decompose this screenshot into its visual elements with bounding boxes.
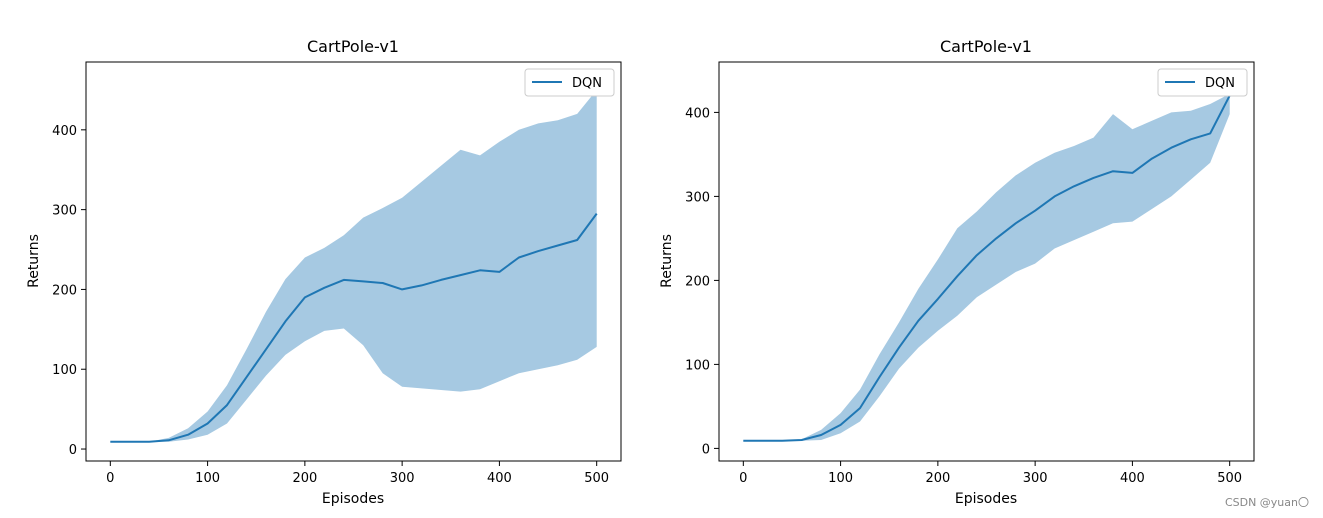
legend: DQN — [524, 68, 615, 97]
legend-label: DQN — [572, 76, 602, 91]
x-tick-label: 300 — [1023, 471, 1048, 486]
y-axis-label: Returns — [26, 234, 42, 288]
x-tick-label: 0 — [739, 471, 747, 486]
y-axis-label: Returns — [659, 234, 675, 288]
y-tick-label: 100 — [52, 363, 77, 378]
x-tick-label: 500 — [1217, 471, 1242, 486]
y-tick-label: 200 — [685, 274, 710, 289]
x-tick-label: 400 — [487, 471, 512, 486]
x-tick-label: 100 — [195, 471, 220, 486]
subplot-left: CartPole-v1 0 100 200 300 400 500 0 100 200 300 40… — [26, 37, 622, 507]
x-axis-label: Episodes — [955, 491, 1017, 507]
series-line-dqn — [743, 95, 1231, 442]
x-tick-label: 200 — [925, 471, 950, 486]
y-tick-label: 300 — [685, 190, 710, 205]
axes-frame — [718, 61, 1255, 462]
y-tick-label: 0 — [69, 443, 77, 458]
x-tick-label: 0 — [106, 471, 114, 486]
y-tick-label: 300 — [52, 204, 77, 219]
x-tick-label: 200 — [292, 471, 317, 486]
confidence-band — [743, 93, 1230, 441]
y-tick-label: 0 — [702, 442, 710, 457]
legend-box — [1157, 68, 1248, 97]
series-line-dqn — [110, 213, 598, 443]
chart-title: CartPole-v1 — [307, 37, 399, 56]
confidence-band — [110, 89, 597, 442]
y-tick-label: 400 — [685, 106, 710, 121]
legend: DQN — [1157, 68, 1248, 97]
y-tick-label: 100 — [685, 358, 710, 373]
x-axis-label: Episodes — [322, 491, 384, 507]
y-tick-label: 200 — [52, 283, 77, 298]
chart-title: CartPole-v1 — [940, 37, 1032, 56]
legend-box — [524, 68, 615, 97]
subplot-right: CartPole-v1 0 100 200 300 400 500 0 100 200 300 40… — [659, 37, 1255, 507]
x-tick-label: 400 — [1120, 471, 1145, 486]
x-tick-label: 300 — [390, 471, 415, 486]
axes-frame — [85, 61, 622, 462]
watermark: CSDN @yuan〇 — [1224, 496, 1309, 509]
y-tick-label: 400 — [52, 124, 77, 139]
x-tick-label: 500 — [584, 471, 609, 486]
legend-label: DQN — [1205, 76, 1235, 91]
x-tick-label: 100 — [828, 471, 853, 486]
